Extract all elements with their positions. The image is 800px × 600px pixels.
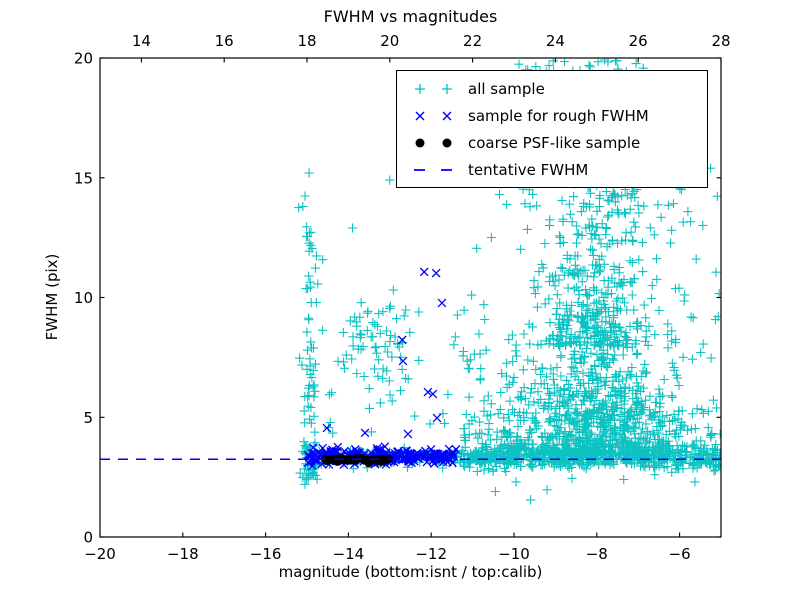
legend-entry-coarse-psf: coarse PSF-like sample — [406, 129, 707, 156]
svg-text:−16: −16 — [250, 545, 282, 563]
svg-text:−12: −12 — [415, 545, 447, 563]
svg-text:−8: −8 — [586, 545, 608, 563]
legend-entry-tentative-fwhm: tentative FWHM — [406, 156, 707, 183]
svg-text:26: 26 — [629, 32, 648, 50]
x-marker-icon — [415, 111, 452, 120]
svg-text:−10: −10 — [498, 545, 530, 563]
y-axis-label: FWHM (pix) — [43, 253, 61, 341]
legend: all sample sample for rough FWHM coarse … — [396, 70, 708, 188]
svg-text:14: 14 — [132, 32, 151, 50]
svg-text:5: 5 — [83, 409, 93, 427]
svg-text:22: 22 — [463, 32, 482, 50]
plot-title: FWHM vs magnitudes — [323, 7, 498, 26]
svg-text:15: 15 — [74, 169, 93, 187]
legend-label: tentative FWHM — [468, 160, 589, 179]
svg-text:20: 20 — [380, 32, 399, 50]
dashed-line-icon — [414, 168, 452, 171]
svg-text:20: 20 — [74, 50, 93, 68]
svg-text:18: 18 — [297, 32, 316, 50]
legend-entry-all-sample: all sample — [406, 75, 707, 102]
svg-text:−6: −6 — [669, 545, 691, 563]
svg-text:28: 28 — [711, 32, 730, 50]
svg-text:−18: −18 — [167, 545, 199, 563]
svg-text:−20: −20 — [84, 545, 116, 563]
svg-text:24: 24 — [546, 32, 565, 50]
legend-entry-rough-fwhm: sample for rough FWHM — [406, 102, 707, 129]
dot-marker-icon — [415, 138, 452, 147]
plus-marker-icon — [415, 83, 452, 94]
x-axis-label: magnitude (bottom:isnt / top:calib) — [278, 563, 543, 581]
legend-label: coarse PSF-like sample — [468, 133, 641, 152]
legend-label: sample for rough FWHM — [468, 106, 649, 125]
svg-text:0: 0 — [83, 529, 93, 547]
svg-text:16: 16 — [215, 32, 234, 50]
svg-text:10: 10 — [74, 289, 93, 307]
svg-text:−14: −14 — [333, 545, 365, 563]
legend-label: all sample — [468, 79, 545, 98]
